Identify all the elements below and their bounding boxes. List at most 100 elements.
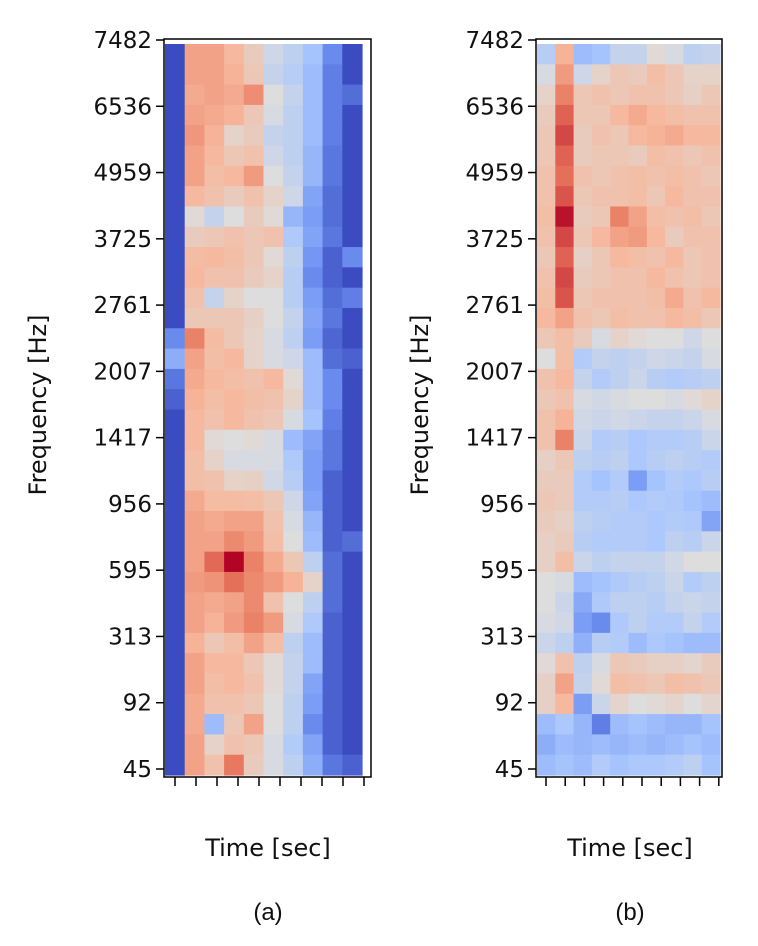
heatmap-cell — [646, 64, 666, 86]
heatmap-cell — [610, 44, 630, 65]
heatmap-cell — [342, 328, 363, 350]
heatmap-cell — [701, 368, 721, 390]
heatmap-cell — [537, 368, 556, 390]
heatmap-cell — [243, 531, 265, 553]
heatmap-cell — [224, 44, 245, 65]
heatmap-cell — [224, 145, 245, 167]
heatmap-cell — [555, 429, 575, 451]
heatmap-cell — [665, 44, 684, 65]
heatmap-cell — [243, 44, 265, 65]
heatmap-cells-b — [537, 44, 721, 776]
heatmap-cell — [184, 226, 205, 248]
heatmap-cell — [555, 328, 575, 350]
heatmap-cell — [591, 429, 611, 451]
heatmap-cell — [555, 511, 575, 532]
heatmap-cell — [243, 450, 265, 472]
heatmap-cell — [243, 368, 265, 390]
heatmap-cell — [283, 104, 304, 126]
heatmap-cell — [573, 409, 593, 431]
heatmap-cell — [610, 511, 630, 532]
heatmap-cell — [591, 64, 611, 86]
heatmap-cell — [184, 145, 205, 167]
heatmap-cell — [537, 571, 556, 593]
heatmap-cell — [165, 450, 186, 472]
heatmap-cell — [665, 267, 684, 289]
heatmap-cell — [224, 409, 245, 431]
heatmap-cell — [646, 450, 666, 472]
heatmap-cell — [283, 693, 304, 715]
heatmap-cell — [263, 206, 284, 228]
heatmap-cell — [537, 44, 556, 65]
heatmap-cell — [683, 44, 703, 65]
heatmap-cell — [683, 531, 703, 553]
heatmap-cell — [263, 389, 284, 411]
heatmap-cell — [204, 64, 225, 86]
heatmap-cell — [665, 165, 684, 187]
heatmap-cell — [628, 531, 648, 553]
heatmap-cell — [184, 632, 205, 654]
heatmap-cell — [342, 490, 363, 512]
heatmap-cell — [665, 754, 684, 776]
heatmap-cell — [573, 84, 593, 106]
heatmap-cell — [184, 206, 205, 228]
heatmap-cell — [184, 490, 205, 512]
heatmap-cell — [243, 612, 265, 634]
heatmap-cell — [646, 84, 666, 106]
heatmap-cell — [322, 125, 343, 147]
heatmap-cell — [555, 186, 575, 208]
heatmap-cell — [184, 307, 205, 329]
heatmap-cell — [342, 734, 363, 756]
heatmap-cell — [184, 368, 205, 390]
heatmap-cell — [322, 693, 343, 715]
heatmap-cell — [628, 450, 648, 472]
heatmap-cell — [322, 490, 343, 512]
heatmap-cell — [573, 104, 593, 126]
heatmap-cell — [342, 287, 363, 309]
heatmap-cell — [165, 409, 186, 431]
heatmap-cell — [204, 714, 225, 735]
heatmap-cell — [555, 653, 575, 675]
heatmap-cell — [342, 714, 363, 735]
heatmap-cell — [224, 734, 245, 756]
heatmap-cell — [646, 165, 666, 187]
heatmap-cell — [701, 470, 721, 492]
heatmap-cell — [591, 186, 611, 208]
heatmap-cell — [665, 592, 684, 614]
heatmap-cell — [263, 693, 284, 715]
heatmap-cell — [683, 206, 703, 228]
heatmap-cell — [701, 429, 721, 451]
heatmap-cell — [610, 612, 630, 634]
heatmap-cell — [701, 693, 721, 715]
heatmap-cell — [628, 734, 648, 756]
heatmap-cell — [302, 287, 324, 309]
heatmap-cell — [302, 693, 324, 715]
heatmap-cell — [555, 368, 575, 390]
heatmap-cell — [342, 470, 363, 492]
heatmap-cell — [302, 612, 324, 634]
heatmap-cell — [610, 551, 630, 573]
heatmap-cell — [683, 734, 703, 756]
heatmap-cell — [555, 734, 575, 756]
heatmap-cell — [283, 571, 304, 593]
heatmap-cell — [204, 287, 225, 309]
heatmap-cell — [683, 673, 703, 695]
heatmap-cell — [283, 470, 304, 492]
heatmap-cell — [243, 186, 265, 208]
heatmap-cell — [302, 409, 324, 431]
heatmap-cell — [591, 734, 611, 756]
heatmap-cell — [610, 734, 630, 756]
heatmap-cell — [573, 328, 593, 350]
heatmap-cell — [591, 673, 611, 695]
heatmap-cell — [665, 206, 684, 228]
heatmap-cell — [683, 450, 703, 472]
heatmap-cell — [555, 409, 575, 431]
heatmap-cell — [591, 592, 611, 614]
heatmap-cell — [537, 592, 556, 614]
x-axis-b — [545, 777, 720, 786]
heatmap-cell — [302, 429, 324, 451]
heatmap-cell — [302, 267, 324, 289]
heatmap-cell — [683, 511, 703, 532]
heatmap-cell — [302, 754, 324, 776]
heatmap-cell — [701, 267, 721, 289]
heatmap-cell — [342, 348, 363, 370]
